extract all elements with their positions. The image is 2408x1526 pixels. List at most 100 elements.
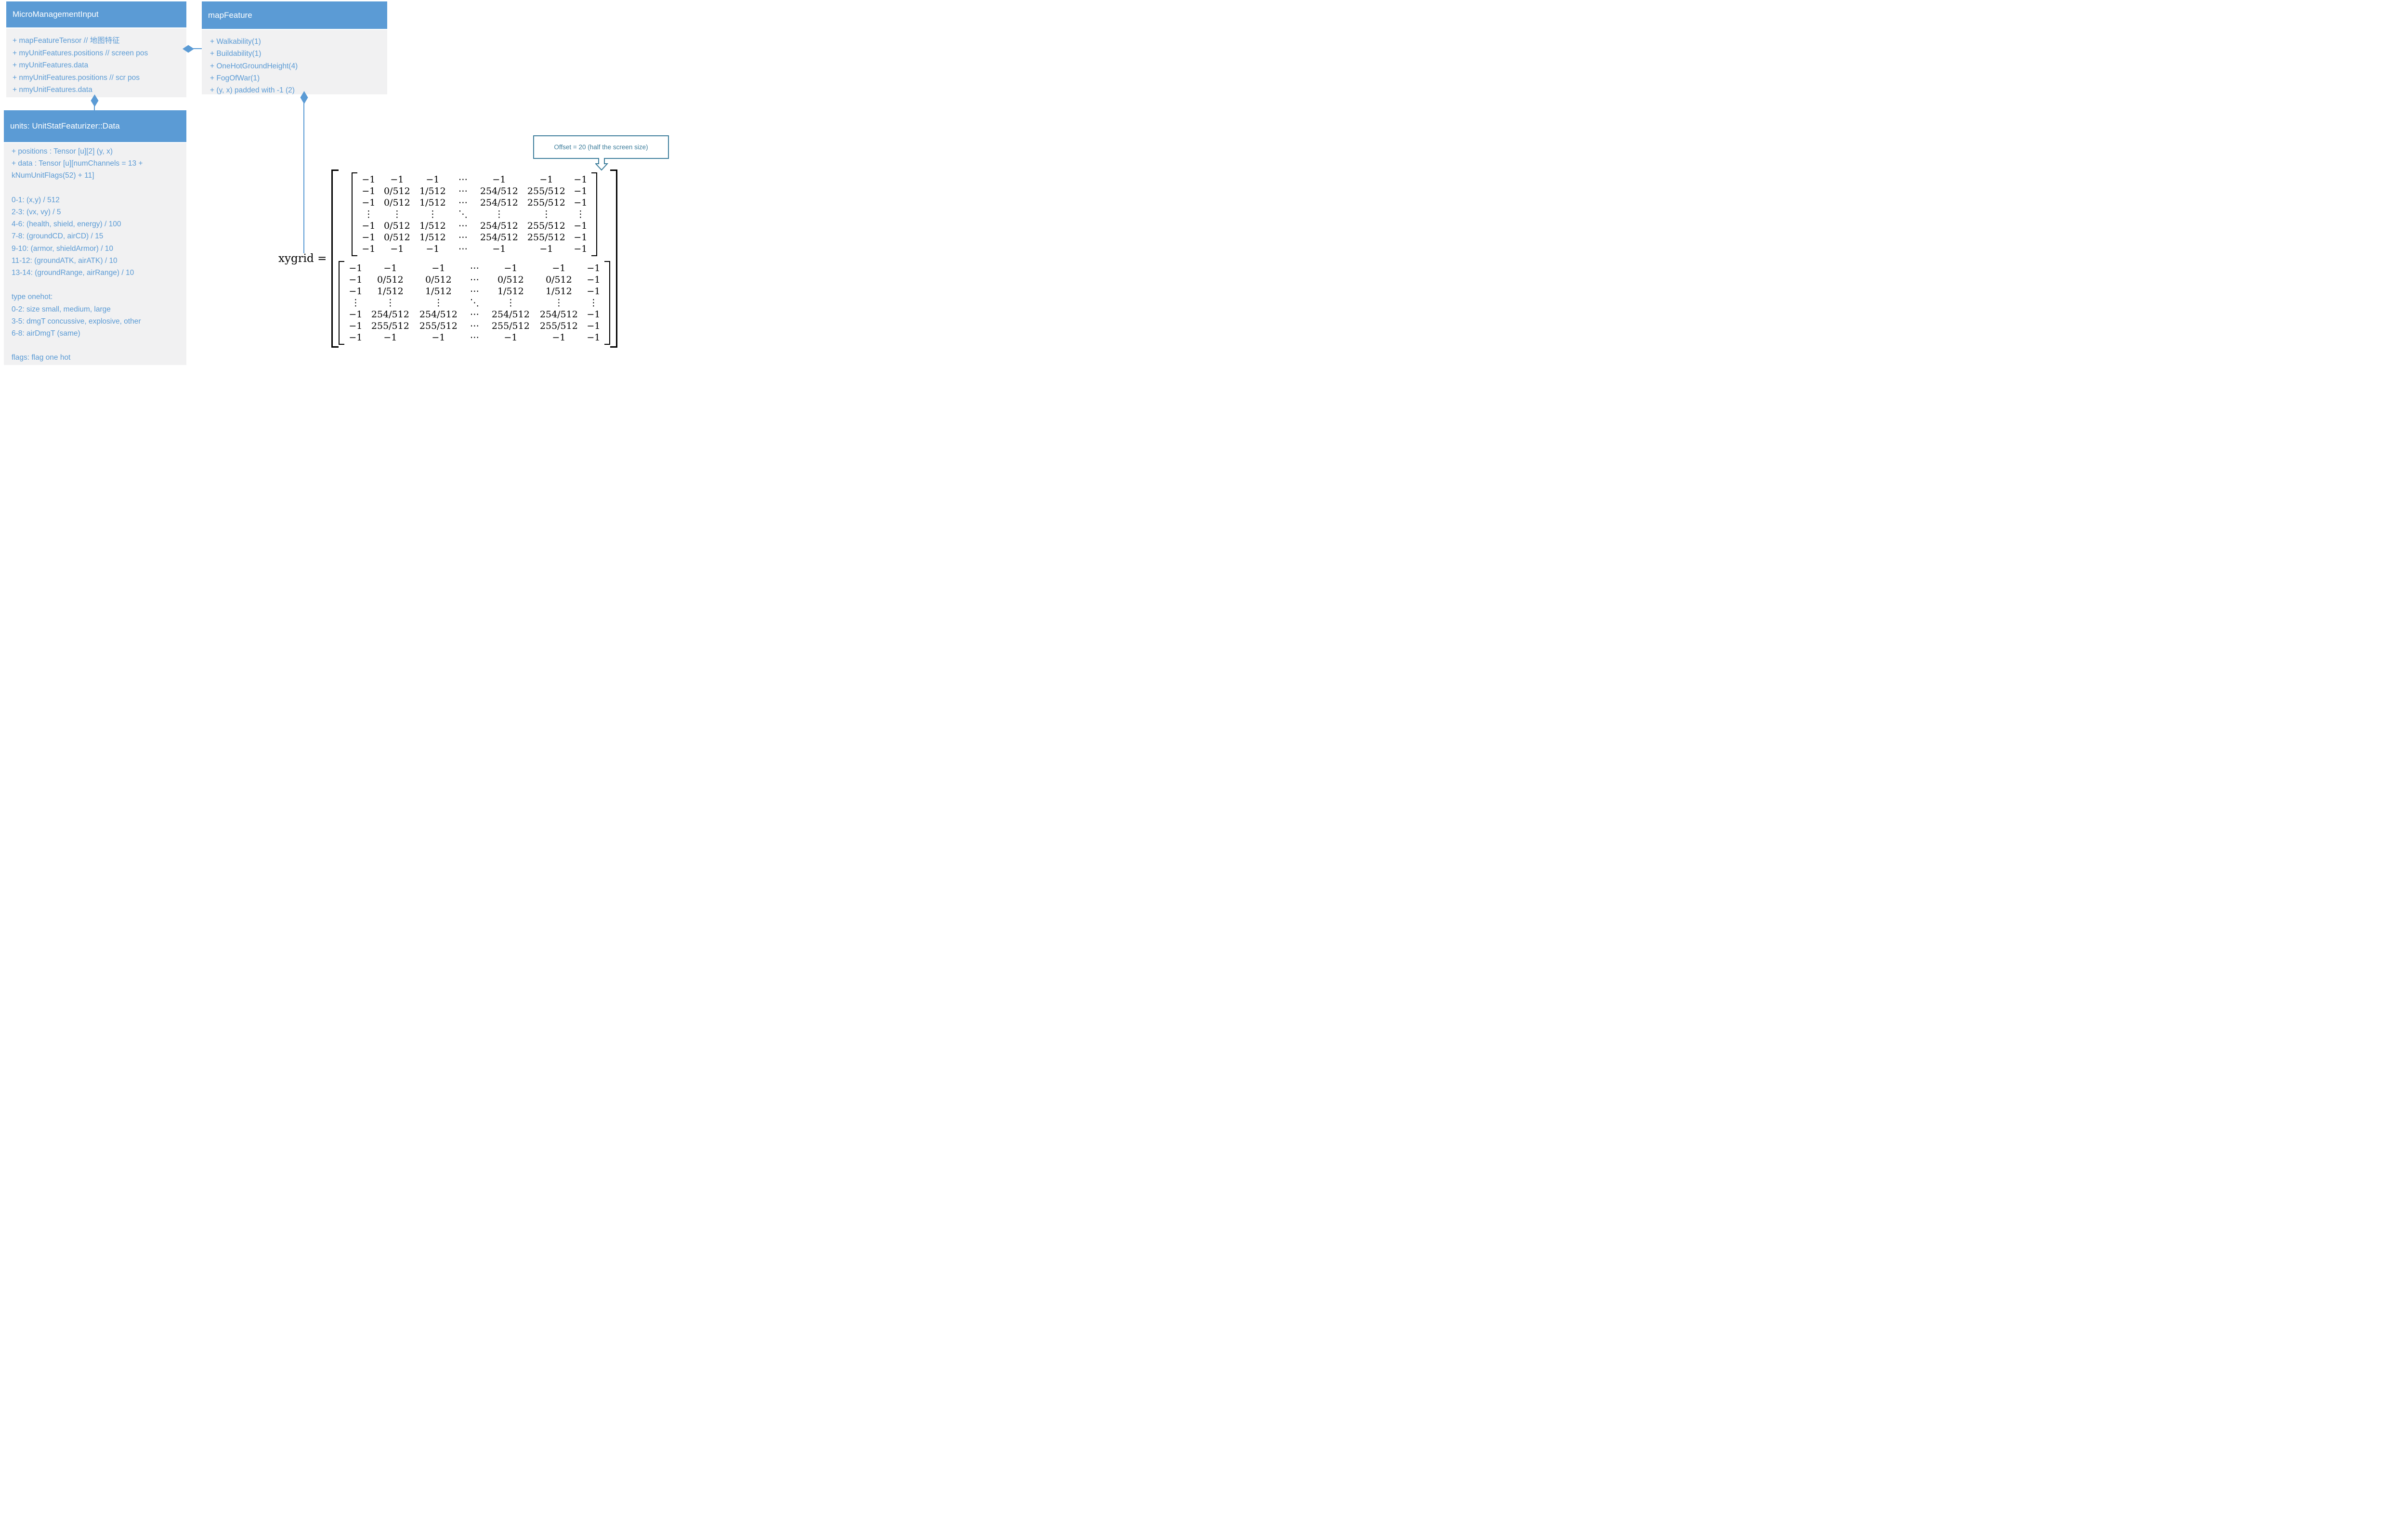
matrix-cell: 0/512 bbox=[383, 232, 410, 243]
matrix-cell: ⋯ bbox=[470, 321, 479, 331]
connector-line bbox=[94, 106, 95, 110]
attribute-line: 3-5: dmgT concussive, explosive, other bbox=[12, 317, 141, 326]
attribute-line: + mapFeatureTensor // 地图特征 bbox=[13, 37, 120, 45]
attribute-line bbox=[12, 279, 186, 291]
matrix-cell: −1 bbox=[349, 263, 363, 274]
matrix-cell: −1 bbox=[539, 244, 553, 254]
composition-diamond-icon bbox=[183, 45, 194, 53]
class-title: mapFeature bbox=[208, 10, 252, 20]
matrix-cell: 254/512 bbox=[371, 309, 409, 320]
outer-left-bracket bbox=[331, 170, 339, 348]
matrix-cell: −1 bbox=[587, 332, 601, 343]
matrix-cell: ⋮ bbox=[385, 298, 395, 308]
attribute-line: flags: flag one hot bbox=[12, 353, 71, 362]
matrix-cell: 255/512 bbox=[491, 321, 530, 331]
matrix-cell: −1 bbox=[587, 309, 601, 320]
matrix-cell: 255/512 bbox=[527, 221, 565, 231]
class-box-micromanagementinput: MicroManagementInput + mapFeatureTensor … bbox=[6, 1, 186, 97]
equation-label: xygrid = bbox=[278, 252, 327, 265]
matrix-cell: −1 bbox=[349, 332, 363, 343]
matrix-ygrid: −1 −1 −1 ⋯ −1 −1 −1 −1 0/512 0/512 ⋯ 0/512 0/512 −1 −1… bbox=[339, 261, 611, 345]
attribute-line: 9-10: (armor, shieldArmor) / 10 bbox=[12, 244, 114, 253]
matrix-cell: −1 bbox=[492, 174, 506, 185]
matrix-right-bracket bbox=[591, 172, 598, 256]
matrix-cell: 0/512 bbox=[497, 274, 524, 285]
composition-diamond-icon bbox=[300, 91, 308, 104]
matrix-cell: 0/512 bbox=[377, 274, 404, 285]
attribute-line: + positions : Tensor [u][2] (y, x) bbox=[12, 147, 113, 156]
matrix-cell: −1 bbox=[539, 174, 553, 185]
matrix-cell: −1 bbox=[362, 197, 376, 208]
outer-matrix-brackets: −1 −1 −1 ⋯ −1 −1 −1 −1 0/512 1/512 ⋯ 254/512 255/512… bbox=[331, 170, 618, 348]
attribute-line: 11-12: (groundATK, airATK) / 10 bbox=[12, 256, 118, 265]
attribute-line: + nmyUnitFeatures.data bbox=[13, 86, 92, 94]
matrix-cell: 254/512 bbox=[480, 186, 518, 196]
attribute-line: 6-8: airDmgT (same) bbox=[12, 329, 80, 338]
matrix-cell: −1 bbox=[390, 244, 404, 254]
class-title: units: UnitStatFeaturizer::Data bbox=[10, 121, 120, 130]
matrix-cell: ⋮ bbox=[433, 298, 443, 308]
attribute-line: + myUnitFeatures.positions // screen pos bbox=[13, 49, 148, 57]
matrix-cell: 255/512 bbox=[527, 197, 565, 208]
matrix-cell: −1 bbox=[504, 332, 518, 343]
matrix-cell: ⋱ bbox=[458, 209, 468, 220]
class-header: units: UnitStatFeaturizer::Data bbox=[4, 110, 186, 142]
connector-line bbox=[193, 48, 202, 50]
matrix-cell: 1/512 bbox=[425, 286, 452, 297]
attribute-line: + data : Tensor [u][numChannels = 13 + bbox=[12, 159, 143, 168]
matrix-cell: −1 bbox=[426, 174, 440, 185]
matrix-cell: −1 bbox=[349, 309, 363, 320]
matrix-cell: ⋮ bbox=[364, 209, 373, 220]
matrix-cell: −1 bbox=[362, 244, 376, 254]
matrix-cell: 0/512 bbox=[383, 186, 410, 196]
matrix-cell: 1/512 bbox=[377, 286, 404, 297]
matrix-cell: −1 bbox=[552, 263, 566, 274]
matrix-left-bracket bbox=[352, 172, 358, 256]
composition-diamond-icon bbox=[91, 94, 99, 107]
attribute-line: + (y, x) padded with -1 (2) bbox=[210, 86, 295, 95]
matrix-cell: −1 bbox=[587, 274, 601, 285]
matrix-cell: 254/512 bbox=[491, 309, 530, 320]
matrix-cell: ⋮ bbox=[506, 298, 515, 308]
matrix-cell: −1 bbox=[552, 332, 566, 343]
matrix-cell: −1 bbox=[349, 274, 363, 285]
matrix-cell: 255/512 bbox=[371, 321, 409, 331]
class-header: mapFeature bbox=[202, 1, 387, 29]
matrix-cell: ⋱ bbox=[470, 298, 479, 308]
matrix-cell: −1 bbox=[432, 332, 445, 343]
matrix-cell: ⋯ bbox=[458, 244, 468, 254]
attribute-line: 0-1: (x,y) / 512 bbox=[12, 196, 60, 204]
matrix-cell: ⋮ bbox=[589, 298, 598, 308]
matrix-cell: 255/512 bbox=[527, 232, 565, 243]
attribute-line: 13-14: (groundRange, airRange) / 10 bbox=[12, 269, 134, 277]
matrix-cell: ⋮ bbox=[576, 209, 585, 220]
matrix-cell: 254/512 bbox=[419, 309, 458, 320]
matrix-cell: 255/512 bbox=[527, 186, 565, 196]
class-header: MicroManagementInput bbox=[6, 1, 186, 27]
matrix-left-bracket bbox=[339, 261, 345, 345]
attribute-line: + FogOfWar(1) bbox=[210, 74, 260, 82]
slide-canvas: MicroManagementInput + mapFeatureTensor … bbox=[0, 0, 670, 381]
attribute-line: 4-6: (health, shield, energy) / 100 bbox=[12, 220, 121, 229]
matrix-cell: 255/512 bbox=[419, 321, 458, 331]
callout-offset-note: Offset = 20 (half the screen size) bbox=[533, 135, 669, 159]
outer-right-bracket bbox=[610, 170, 618, 348]
matrix-cell: −1 bbox=[383, 263, 397, 274]
matrix-cell: 1/512 bbox=[419, 186, 446, 196]
matrix-cell: ⋯ bbox=[470, 332, 479, 343]
matrix-cell: 0/512 bbox=[425, 274, 452, 285]
attribute-line: type onehot: bbox=[12, 293, 53, 301]
attribute-line: 0-2: size small, medium, large bbox=[12, 305, 111, 313]
xygrid-equation: xygrid = −1 −1 −1 ⋯ −1 −1 −1 −1 0/512 1/512 ⋯ 254/5… bbox=[278, 170, 618, 348]
matrix-cell: −1 bbox=[383, 332, 397, 343]
matrix-cell: 1/512 bbox=[419, 221, 446, 231]
matrix-cell: −1 bbox=[426, 244, 440, 254]
matrix-ygrid-cells: −1 −1 −1 ⋯ −1 −1 −1 −1 0/512 0/512 ⋯ 0/512 0/512 −1 −1… bbox=[345, 262, 604, 343]
matrix-cell: 1/512 bbox=[419, 232, 446, 243]
matrix-cell: −1 bbox=[349, 286, 363, 297]
callout-down-arrow-icon bbox=[595, 158, 608, 171]
attribute-line bbox=[12, 339, 186, 352]
attribute-line bbox=[12, 182, 186, 194]
matrix-cell: ⋮ bbox=[351, 298, 360, 308]
matrix-cell: 255/512 bbox=[539, 321, 578, 331]
